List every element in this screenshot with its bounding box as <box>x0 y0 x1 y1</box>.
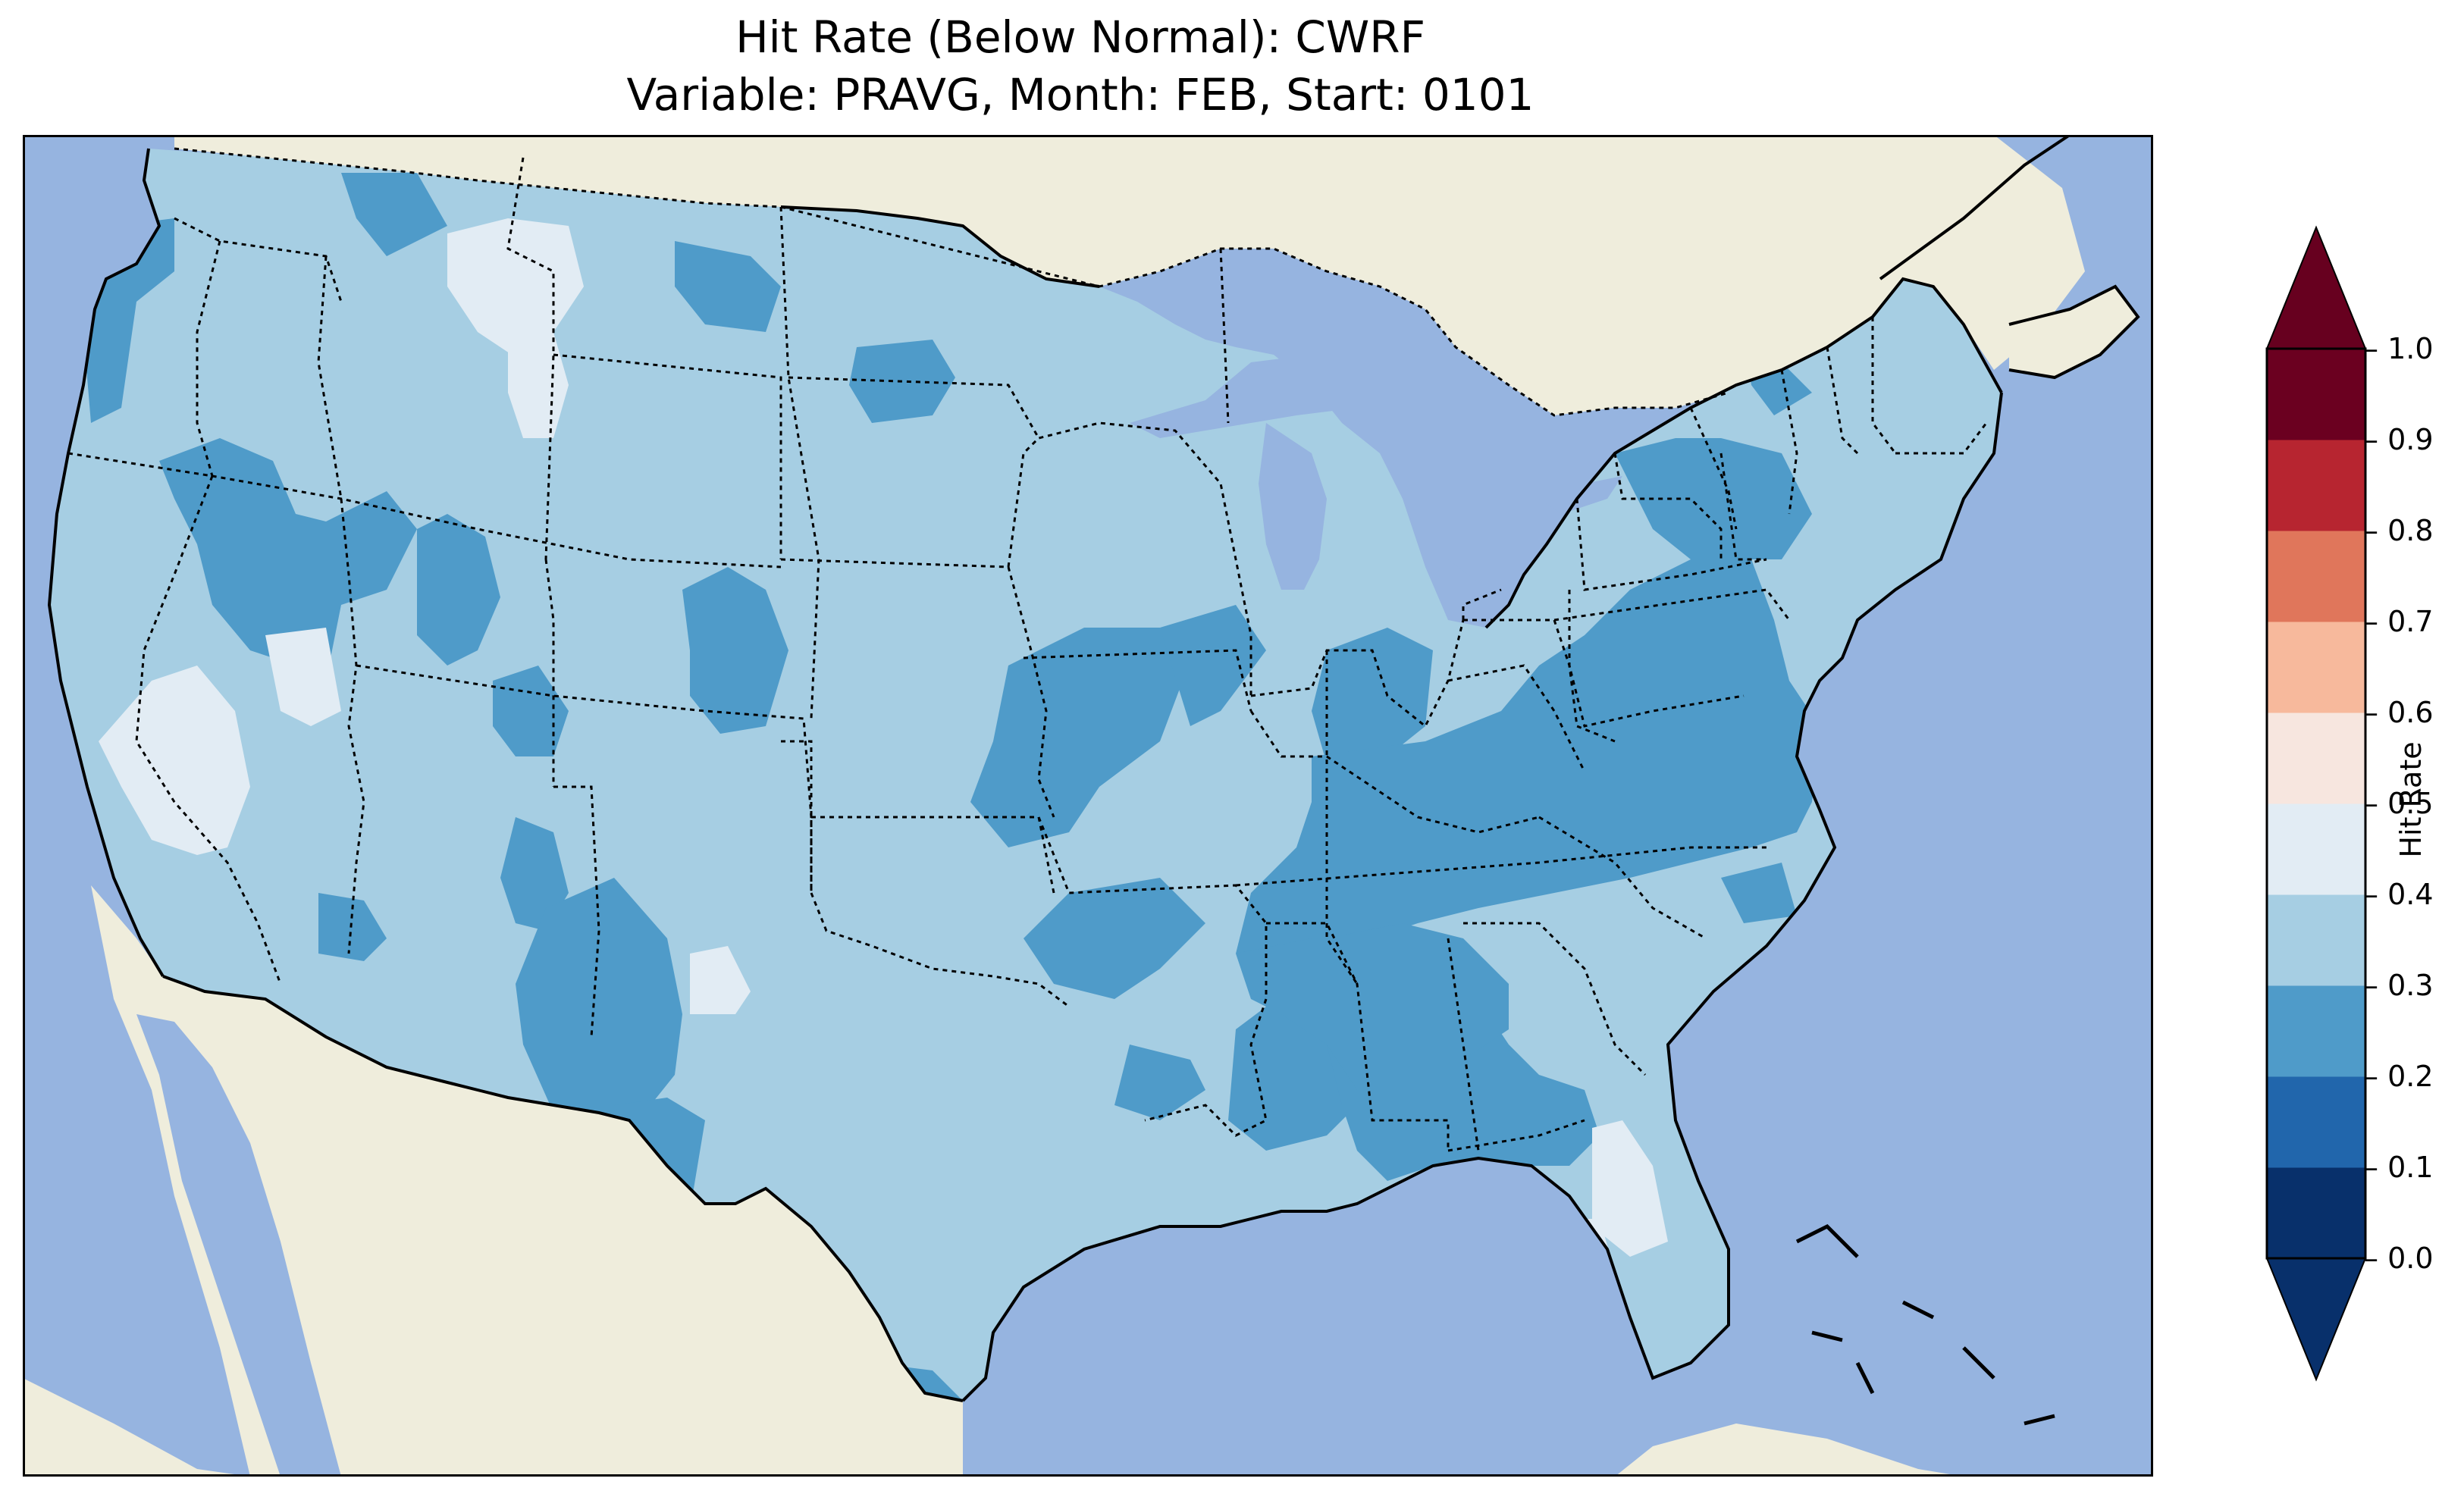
colorbar-bin <box>2267 440 2365 531</box>
canada-land <box>174 135 2085 415</box>
colorbar-tick-label: – 0.9 <box>2364 423 2434 456</box>
colorbar-bin <box>2267 803 2365 895</box>
colorbar-tick-label: – 0.6 <box>2364 696 2434 729</box>
colorbar-tick-label: – 0.5 <box>2364 787 2434 820</box>
colorbar-tick-label: – 0.2 <box>2364 1060 2434 1093</box>
colorbar-tick-label: – 0.7 <box>2364 605 2434 638</box>
colorbar-bin <box>2267 622 2365 713</box>
colorbar-tick-label: – 0.3 <box>2364 969 2434 1002</box>
colorbar-bins <box>2267 349 2365 1259</box>
bahamas <box>1795 1223 2055 1426</box>
colorbar <box>2265 225 2367 1382</box>
colorbar-tick-label: – 0.4 <box>2364 878 2434 911</box>
colorbar-extend-high <box>2265 225 2367 349</box>
colorbar-bin <box>2267 349 2365 440</box>
colorbar-bin <box>2267 1167 2365 1259</box>
colorbar-bin <box>2267 894 2365 986</box>
nova-scotia-land <box>2009 287 2138 377</box>
map-subtitle: Variable: PRAVG, Month: FEB, Start: 0101 <box>626 69 1535 121</box>
colorbar-tick-label: – 1.0 <box>2364 332 2434 365</box>
colorbar-label: Hit Rate <box>2394 741 2428 858</box>
map-frame <box>23 135 2153 1477</box>
colorbar-extend-low <box>2265 1258 2367 1382</box>
map-title: Hit Rate (Below Normal): CWRF <box>735 11 1425 63</box>
colorbar-bin <box>2267 1076 2365 1168</box>
state-borders <box>67 147 1988 1152</box>
hit-rate-map <box>23 135 2153 1477</box>
colorbar-bin <box>2267 985 2365 1077</box>
baja-ocean <box>136 1014 341 1477</box>
colorbar-tick-label: – 0.8 <box>2364 514 2434 547</box>
cuba-land <box>1615 1424 1964 1477</box>
colorbar-bin <box>2267 531 2365 622</box>
colorbar-tick-label: – 0.1 <box>2364 1151 2434 1184</box>
great-lakes <box>1130 355 1622 590</box>
colorbar-frame <box>2265 347 2367 1260</box>
colorbar-tick-label: – 0.0 <box>2364 1242 2434 1275</box>
colorbar-bin <box>2267 713 2365 804</box>
